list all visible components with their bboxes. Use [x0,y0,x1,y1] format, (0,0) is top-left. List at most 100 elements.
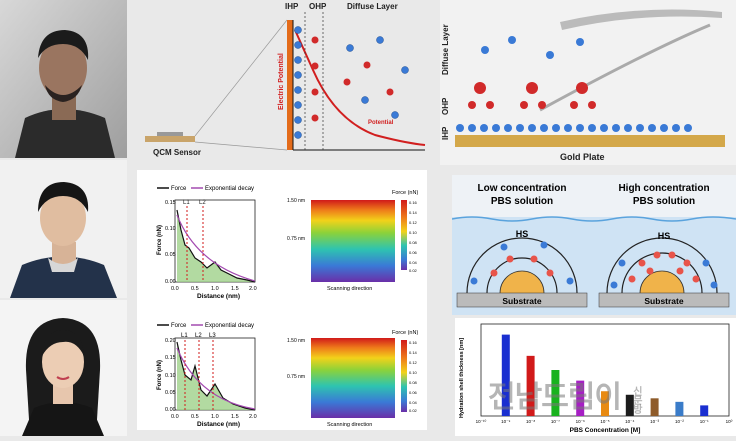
legend-force-top: Force [171,186,187,192]
marker-l1-top: L1 [183,200,190,206]
bar [526,355,535,416]
marker-l2-bottom: L2 [195,333,202,339]
scale-bottom-1: 0.14 [409,350,418,355]
bar-ylabel: Hydration shell thickness [nm] [459,338,465,418]
xtick-bottom-1: 0.5 [191,414,199,420]
xtick-bottom-0: 0.0 [171,414,179,420]
xtick-top-4: 2.0 [249,286,257,292]
ytick-bottom-2: 0.10 [165,373,176,379]
map-title-top: Force (nN) [392,190,418,196]
bar [576,380,585,416]
hs-low: HS [516,229,529,239]
scale-top-5: 0.06 [409,250,418,255]
bar-xtick: 10⁰ [726,419,733,424]
bar-chart: PBS Concentration [M] Hydration shell th… [455,318,736,436]
label-diffuse-layer: Diffuse Layer [347,2,398,11]
map-ylabel-bottom-0: 1.50 nm [287,338,305,344]
scale-bottom-0: 0.16 [409,340,418,345]
force-map-top: Force (nN) 1.50 nm 0.75 nm Scanning dire… [287,190,418,292]
low-title-line1: Low concentration [478,183,567,194]
scale-top-3: 0.10 [409,230,418,235]
substrate-low: Substrate [502,296,541,306]
scale-top-2: 0.12 [409,220,418,225]
map-ylabel-top-0: 1.50 nm [287,198,305,204]
substrate-high: Substrate [644,296,683,306]
bar-xtick: 10⁻⁵ [600,419,609,424]
force-curve-bottom: L1 L2 L3 Force Exponential decay 0.20 0.… [157,323,257,428]
xtick-top-1: 0.5 [191,286,199,292]
map-ylabel-top-1: 0.75 nm [287,236,305,242]
label-electric-potential: Electric Potential [278,53,285,110]
label-qcm-sensor: QCM Sensor [153,148,201,157]
map-ylabel-bottom-1: 0.75 nm [287,374,305,380]
gold-plate-diagram: Gold Plate Diffuse Layer OHP IHP [440,0,736,165]
xtick-top-2: 1.0 [211,286,219,292]
marker-l2-top: L2 [199,200,206,206]
label-ihp-right: IHP [441,126,450,140]
watermark-text: 전남드림이 [488,381,622,414]
ytick-bottom-1: 0.15 [165,355,176,361]
scale-top-4: 0.08 [409,240,418,245]
ytick-bottom-4: 0.00 [165,407,176,413]
xtick-bottom-3: 1.5 [231,414,239,420]
scale-bottom-3: 0.10 [409,370,418,375]
scale-bottom-6: 0.04 [409,400,418,405]
xtick-top-0: 0.0 [171,286,179,292]
label-ohp: OHP [309,2,327,11]
bar-xtick: 10⁻⁴ [625,419,634,424]
bar [551,370,560,416]
bar [700,405,709,416]
bar [650,398,659,416]
scale-top-0: 0.16 [409,200,418,205]
low-title-line2: PBS solution [491,196,553,207]
bar [625,394,634,416]
label-potential: Potential [368,120,394,126]
legend-decay-bottom: Exponential decay [205,323,254,329]
bar-xtick: 10⁻¹⁰ [476,419,487,424]
bar-xtick: 10⁻⁸ [526,419,535,424]
label-ihp: IHP [285,2,299,11]
qcm-diagram: IHP OHP Diffuse Layer Electric Potential… [135,0,435,165]
xtick-bottom-4: 2.0 [249,414,257,420]
ytick-top-1: 0.10 [165,226,176,232]
legend-force-bottom: Force [171,323,187,329]
marker-l3-bottom: L3 [209,333,216,339]
bar-xtick: 10⁻⁹ [501,419,510,424]
concentration-panel: Low concentration PBS solution High conc… [451,175,736,315]
high-title-line2: PBS solution [633,196,695,207]
photo-woman [0,300,127,436]
hs-high: HS [658,231,671,241]
scale-top-6: 0.04 [409,260,418,265]
scale-top-7: 0.02 [409,268,418,273]
scale-bottom-2: 0.12 [409,360,418,365]
xtick-bottom-2: 1.0 [211,414,219,420]
label-diffuse-right: Diffuse Layer [441,24,450,75]
bar-xtick: 10⁻³ [650,419,659,424]
map-title-bottom: Force (nN) [392,330,418,336]
bar [501,334,510,416]
scale-bottom-4: 0.08 [409,380,418,385]
watermark-side: 신문방 [630,385,642,413]
bar [601,391,609,416]
marker-l1-bottom: L1 [181,333,188,339]
xlabel-bottom: Distance (nm) [197,421,240,428]
bar-xtick: 10⁻⁷ [551,419,560,424]
bar-xlabel: PBS Concentration [M] [570,427,641,434]
photo-man-2 [0,160,127,298]
bar-xtick: 10⁻² [675,419,684,424]
map-xlabel-top: Scanning direction [327,286,372,292]
xlabel-top: Distance (nm) [197,293,240,300]
ytick-bottom-3: 0.05 [165,390,176,396]
map-xlabel-bottom: Scanning direction [327,422,372,428]
legend-decay-top: Exponential decay [205,186,254,192]
scale-bottom-5: 0.06 [409,390,418,395]
ytick-top-2: 0.05 [165,252,176,258]
bar-xtick: 10⁻¹ [700,419,709,424]
ylabel-bottom: Force (nN) [157,360,163,390]
label-ohp-right: OHP [441,97,450,115]
bar [675,401,684,416]
ytick-bottom-0: 0.20 [165,338,176,344]
high-title-line1: High concentration [618,183,709,194]
scale-bottom-7: 0.02 [409,408,418,413]
ytick-top-0: 0.15 [165,200,176,206]
